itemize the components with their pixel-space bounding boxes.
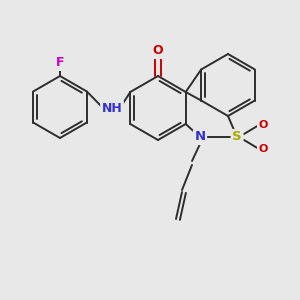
Text: O: O (153, 44, 163, 58)
Text: O: O (258, 120, 268, 130)
Text: F: F (56, 56, 64, 70)
Text: N: N (194, 130, 206, 143)
Text: O: O (258, 144, 268, 154)
Text: NH: NH (102, 101, 122, 115)
Text: S: S (232, 130, 242, 143)
